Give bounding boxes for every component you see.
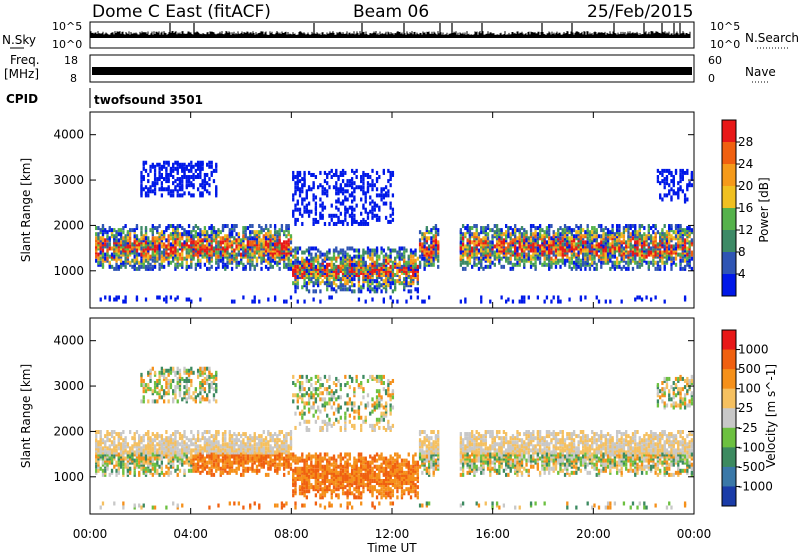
colorbar-swatch [722, 252, 736, 275]
radar-title: Dome C East (fitACF) [92, 2, 271, 22]
colorbar-tick-label: -100 [738, 440, 765, 454]
colorbar-swatch [722, 142, 736, 165]
x-axis-label: Time UT [366, 541, 417, 554]
colorbar-swatch [722, 427, 736, 448]
colorbar-tick-label: -500 [738, 460, 765, 474]
date-title: 25/Feb/2015 [587, 2, 693, 22]
nsky-label: N.Sky [2, 33, 36, 47]
nave-tick-top: 60 [708, 54, 722, 67]
cpid-value: twofsound 3501 [94, 93, 203, 107]
y-tick-label: 4000 [53, 334, 84, 348]
colorbar-swatch [722, 486, 736, 507]
x-tick-label: 08:00 [274, 527, 309, 541]
nsearch-tick-bottom: 10^0 [710, 38, 740, 51]
colorbar-swatch [722, 230, 736, 253]
colorbar-tick-label: 28 [738, 135, 753, 149]
y-tick-label: 1000 [53, 264, 84, 278]
colorbar-tick-label: 1000 [738, 343, 769, 357]
power-ylabel: Slant Range [km] [19, 158, 33, 262]
colorbar-swatch [722, 274, 736, 297]
x-tick-label: 12:00 [375, 527, 410, 541]
colorbar-tick-label: 16 [738, 201, 753, 215]
cpid-strip: CPID twofsound 3501 [6, 88, 203, 108]
power-cells [95, 160, 694, 304]
beam-title: Beam 06 [353, 2, 429, 22]
nsky-tick-bottom: 10^0 [52, 38, 82, 51]
y-tick-label: 2000 [53, 218, 84, 232]
y-tick-label: 4000 [53, 128, 84, 142]
x-tick-label: 16:00 [475, 527, 510, 541]
nave-label: Nave [745, 65, 776, 79]
colorbar-tick-label: 24 [738, 157, 753, 171]
colorbar-swatch [722, 466, 736, 487]
colorbar-tick-label: 25 [738, 401, 753, 415]
colorbar-swatch [722, 388, 736, 409]
colorbar-swatch [722, 330, 736, 351]
colorbar-swatch [722, 447, 736, 468]
colorbar-swatch [722, 164, 736, 187]
y-tick-label: 2000 [53, 424, 84, 438]
colorbar-tick-label: -1000 [738, 479, 773, 493]
nsearch-tick-top: 10^5 [710, 20, 740, 33]
nsky-tick-top: 10^5 [52, 20, 82, 33]
colorbar-tick-label: 4 [738, 267, 746, 281]
freq-label: Freq. [10, 53, 40, 67]
nsearch-label: N.Search [745, 31, 799, 45]
velocity-panel: 4000 3000 2000 1000 Slant Range [km] 1000 50… [19, 317, 778, 515]
x-tick-label: 00:00 [677, 527, 712, 541]
freq-trace [92, 67, 692, 75]
power-y-axis: 4000 3000 2000 1000 [53, 128, 694, 278]
power-colorbar-label: Power [dB] [757, 177, 771, 242]
y-tick-label: 1000 [53, 470, 84, 484]
x-axis: 00:00 04:00 08:00 12:00 16:00 20:00 00:00 [73, 112, 712, 541]
velocity-colorbar: 1000 500 100 25 -25 -100 -500 -1000 [721, 329, 773, 507]
colorbar-tick-label: 12 [738, 223, 753, 237]
colorbar-swatch [722, 186, 736, 209]
x-tick-label: 20:00 [576, 527, 611, 541]
colorbar-tick-label: 20 [738, 179, 753, 193]
cpid-label: CPID [6, 92, 38, 106]
freq-tick-top: 18 [64, 54, 78, 67]
velocity-colorbar-label: Velocity [m s^-1] [764, 364, 778, 468]
colorbar-swatch [722, 120, 736, 143]
colorbar-tick-label: 100 [738, 382, 761, 396]
colorbar-swatch [722, 349, 736, 370]
freq-strip: Freq. [MHz] 18 8 60 0 Nave [4, 53, 776, 85]
y-tick-label: 3000 [53, 173, 84, 187]
velocity-cells [95, 366, 694, 510]
x-tick-label: 00:00 [73, 527, 108, 541]
nave-tick-bottom: 0 [708, 72, 715, 85]
colorbar-tick-label: 500 [738, 362, 761, 376]
freq-tick-bottom: 8 [70, 72, 77, 85]
colorbar-tick-label: 8 [738, 245, 746, 259]
colorbar-tick-label: -25 [738, 421, 758, 435]
power-panel: 4000 3000 2000 1000 Slant Range [km] 28 24 20… [19, 111, 771, 309]
power-colorbar: 28 24 20 16 12 8 4 [721, 119, 753, 297]
colorbar-swatch [722, 369, 736, 390]
nsky-strip: N.Sky 10^5 10^0 10^5 10^0 N.Search [2, 20, 799, 51]
freq-unit: [MHz] [4, 67, 39, 81]
velocity-ylabel: Slant Range [km] [19, 364, 33, 468]
y-tick-label: 3000 [53, 379, 84, 393]
x-tick-label: 04:00 [173, 527, 208, 541]
nsky-trace [90, 23, 691, 38]
colorbar-swatch [722, 408, 736, 429]
colorbar-swatch [722, 208, 736, 231]
velocity-y-axis: 4000 3000 2000 1000 [53, 334, 694, 484]
